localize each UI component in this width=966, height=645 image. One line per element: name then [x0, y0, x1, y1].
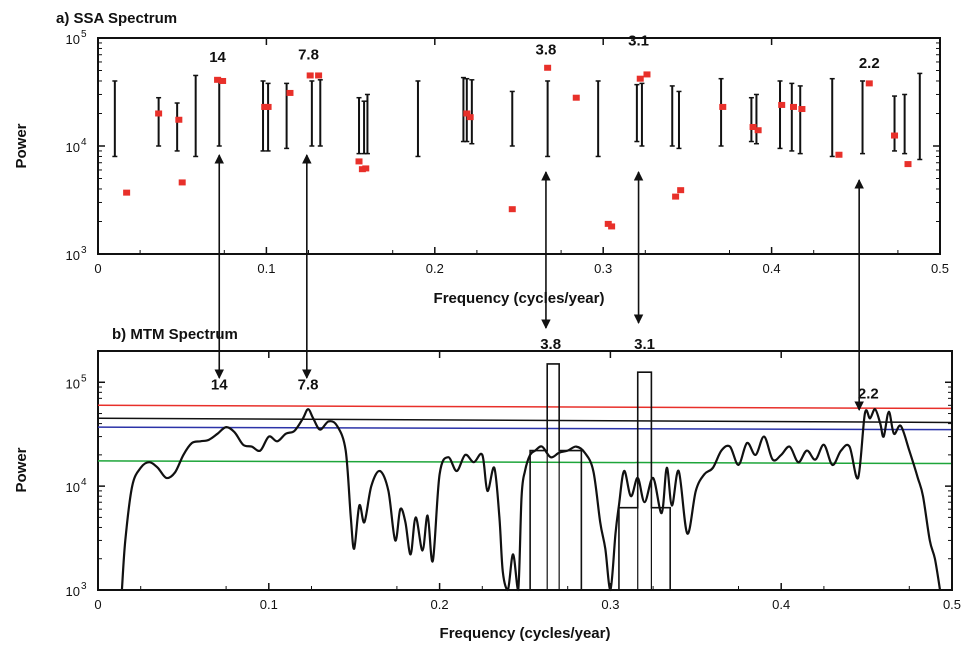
data-point [463, 110, 471, 117]
data-point [719, 103, 727, 110]
x-tick-label: 0.2 [426, 261, 444, 276]
peak-box [618, 371, 671, 590]
data-point [306, 72, 314, 79]
y-tick-label: 10 [66, 480, 80, 495]
reference-line [97, 404, 952, 410]
peak-label: 2.2 [858, 385, 879, 402]
reference-lines [97, 404, 952, 465]
spectrum [120, 408, 942, 592]
data-point [754, 127, 762, 134]
data-point [891, 132, 899, 139]
y-tick-exponent: 3 [81, 245, 87, 256]
data-point [798, 106, 806, 113]
peak-label: 14 [211, 377, 228, 394]
y-axis-label: Power [13, 447, 30, 492]
data-point [123, 189, 131, 196]
data-point [789, 103, 797, 110]
x-tick-label: 0.4 [772, 597, 790, 612]
peak-label: 3.1 [634, 336, 655, 353]
data-point [865, 80, 873, 87]
data-point [178, 179, 186, 186]
data-point [636, 75, 644, 82]
y-tick-label: 10 [66, 584, 80, 599]
data-point [608, 223, 616, 230]
peak-label: 3.8 [536, 42, 557, 59]
reference-line [97, 426, 952, 431]
data-point [835, 151, 843, 158]
data-point [466, 114, 474, 121]
data-point [175, 116, 183, 123]
panel-title: b) MTM Spectrum [112, 326, 238, 343]
data-point [355, 158, 363, 165]
peak-label: 7.8 [298, 47, 319, 64]
reference-line [97, 417, 952, 424]
data-point [672, 193, 680, 200]
data-point [264, 103, 272, 110]
x-tick-label: 0.4 [763, 261, 781, 276]
data-point [544, 64, 552, 71]
x-tick-label: 0.1 [257, 261, 275, 276]
peak-label: 14 [209, 49, 226, 66]
data-point [155, 110, 163, 117]
data-point [677, 187, 685, 194]
data-point [749, 123, 757, 130]
reference-line [97, 460, 952, 465]
y-tick-exponent: 3 [81, 581, 87, 592]
peak-label: 3.1 [628, 33, 649, 50]
plot-frame [97, 37, 941, 255]
panel-title: a) SSA Spectrum [56, 10, 177, 27]
x-tick-label: 0.5 [943, 597, 961, 612]
x-tick-label: 0.3 [601, 597, 619, 612]
data-point [286, 89, 294, 96]
y-tick-exponent: 5 [81, 29, 87, 40]
y-tick-label: 10 [66, 140, 80, 155]
y-tick-label: 10 [66, 32, 80, 47]
peak-label: 3.8 [540, 336, 561, 353]
peak-annotations: 14 7.8 3.8 3.1 2.2 [211, 336, 879, 403]
x-axis-label: Frequency (cycles/year) [440, 625, 611, 642]
peak-boxes [529, 363, 671, 590]
y-tick-exponent: 4 [81, 477, 87, 488]
y-tick-label: 10 [66, 248, 80, 263]
data-point [778, 101, 786, 108]
data-point [219, 77, 227, 84]
data-point [643, 71, 651, 78]
data-point [362, 165, 370, 172]
y-tick-exponent: 5 [81, 373, 87, 384]
x-tick-label: 0.5 [931, 261, 949, 276]
peak-label: 2.2 [859, 55, 880, 72]
data-point [315, 72, 323, 79]
x-tick-label: 0.2 [431, 597, 449, 612]
y-axis-label: Power [13, 123, 30, 168]
y-tick-exponent: 4 [81, 137, 87, 148]
x-tick-label: 0.1 [260, 597, 278, 612]
x-tick-label: 0 [94, 261, 101, 276]
peak-label: 7.8 [298, 377, 319, 394]
x-tick-label: 0.3 [594, 261, 612, 276]
data-point [214, 76, 222, 83]
peak-annotations: 14 7.8 3.8 3.1 2.2 [209, 33, 879, 72]
error-bars [112, 72, 923, 161]
plot-frame [97, 350, 953, 591]
connecting-arrows [214, 154, 864, 411]
data-points [123, 64, 912, 230]
data-point [904, 161, 912, 168]
spectrum-line [120, 408, 942, 592]
data-point [572, 94, 580, 101]
peak-box [529, 363, 583, 590]
y-tick-label: 10 [66, 376, 80, 391]
x-axis-label: Frequency (cycles/year) [434, 290, 605, 307]
data-point [508, 206, 516, 213]
x-tick-label: 0 [94, 597, 101, 612]
